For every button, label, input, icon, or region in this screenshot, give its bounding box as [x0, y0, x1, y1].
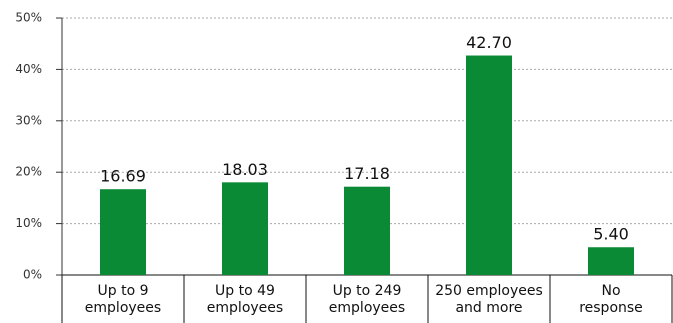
x-tick-label: Up to 249 employees: [328, 283, 406, 316]
x-tick-label: No response: [579, 283, 643, 316]
y-tick-label: 20%: [15, 165, 42, 179]
x-tick-label: Up to 49 employees: [206, 283, 284, 316]
x-tick-label: 250 employees and more: [435, 283, 543, 316]
data-label: 18.03: [222, 160, 268, 179]
y-tick-label: 40%: [15, 62, 42, 76]
bar: [344, 186, 390, 275]
data-label: 42.70: [466, 33, 512, 52]
data-label: 16.69: [100, 167, 146, 186]
x-tick-label: Up to 9 employees: [84, 283, 162, 316]
data-label: 17.18: [344, 164, 390, 183]
y-tick-label: 10%: [15, 216, 42, 230]
y-tick-label: 30%: [15, 113, 42, 127]
y-tick-label: 50%: [15, 11, 42, 25]
bar: [222, 182, 268, 275]
bar: [466, 55, 512, 275]
data-label: 5.40: [593, 225, 629, 244]
bar: [100, 189, 146, 275]
y-tick-label: 0%: [23, 268, 42, 282]
bar: [588, 247, 634, 275]
